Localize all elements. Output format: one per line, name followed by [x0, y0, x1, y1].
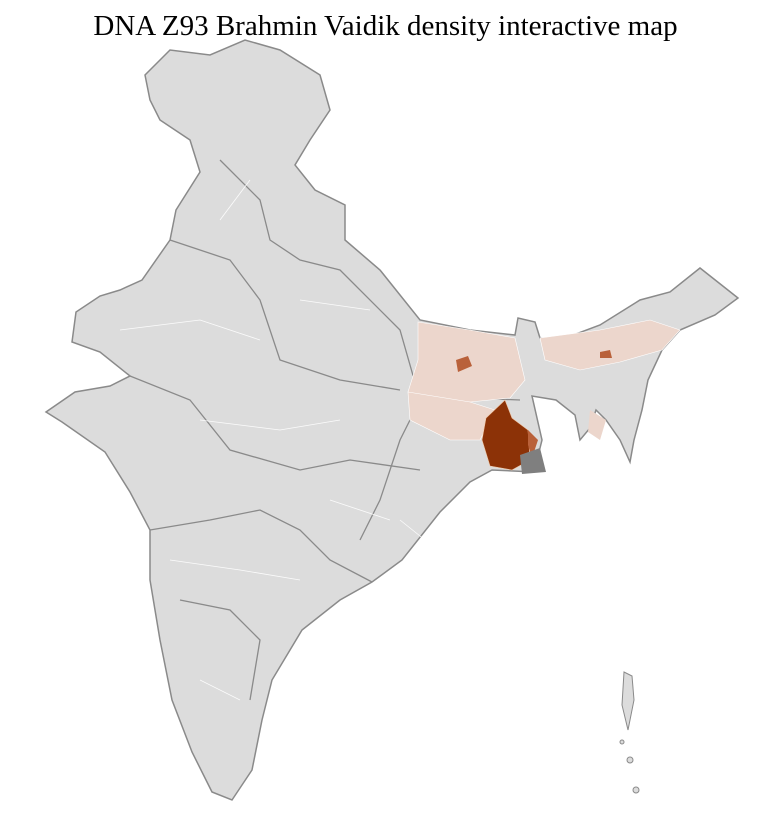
- region-low-jharkhand[interactable]: [407, 391, 496, 441]
- map-title: DNA Z93 Brahmin Vaidik density interacti…: [93, 10, 678, 42]
- region-medium-assam[interactable]: [600, 350, 612, 358]
- india-outline[interactable]: [44, 39, 740, 801]
- andaman-islands: [619, 671, 640, 794]
- region-low-northeast[interactable]: [539, 319, 681, 371]
- region-medium-wb-east[interactable]: [528, 430, 538, 458]
- region-no-data-sundarbans[interactable]: [520, 448, 546, 474]
- state-borders: [129, 159, 521, 701]
- density-layer: [407, 319, 681, 474]
- base-layer: [44, 39, 740, 801]
- region-low-tripura[interactable]: [588, 410, 606, 440]
- region-high-west-bengal[interactable]: [481, 399, 531, 471]
- region-medium-bihar[interactable]: [456, 356, 472, 372]
